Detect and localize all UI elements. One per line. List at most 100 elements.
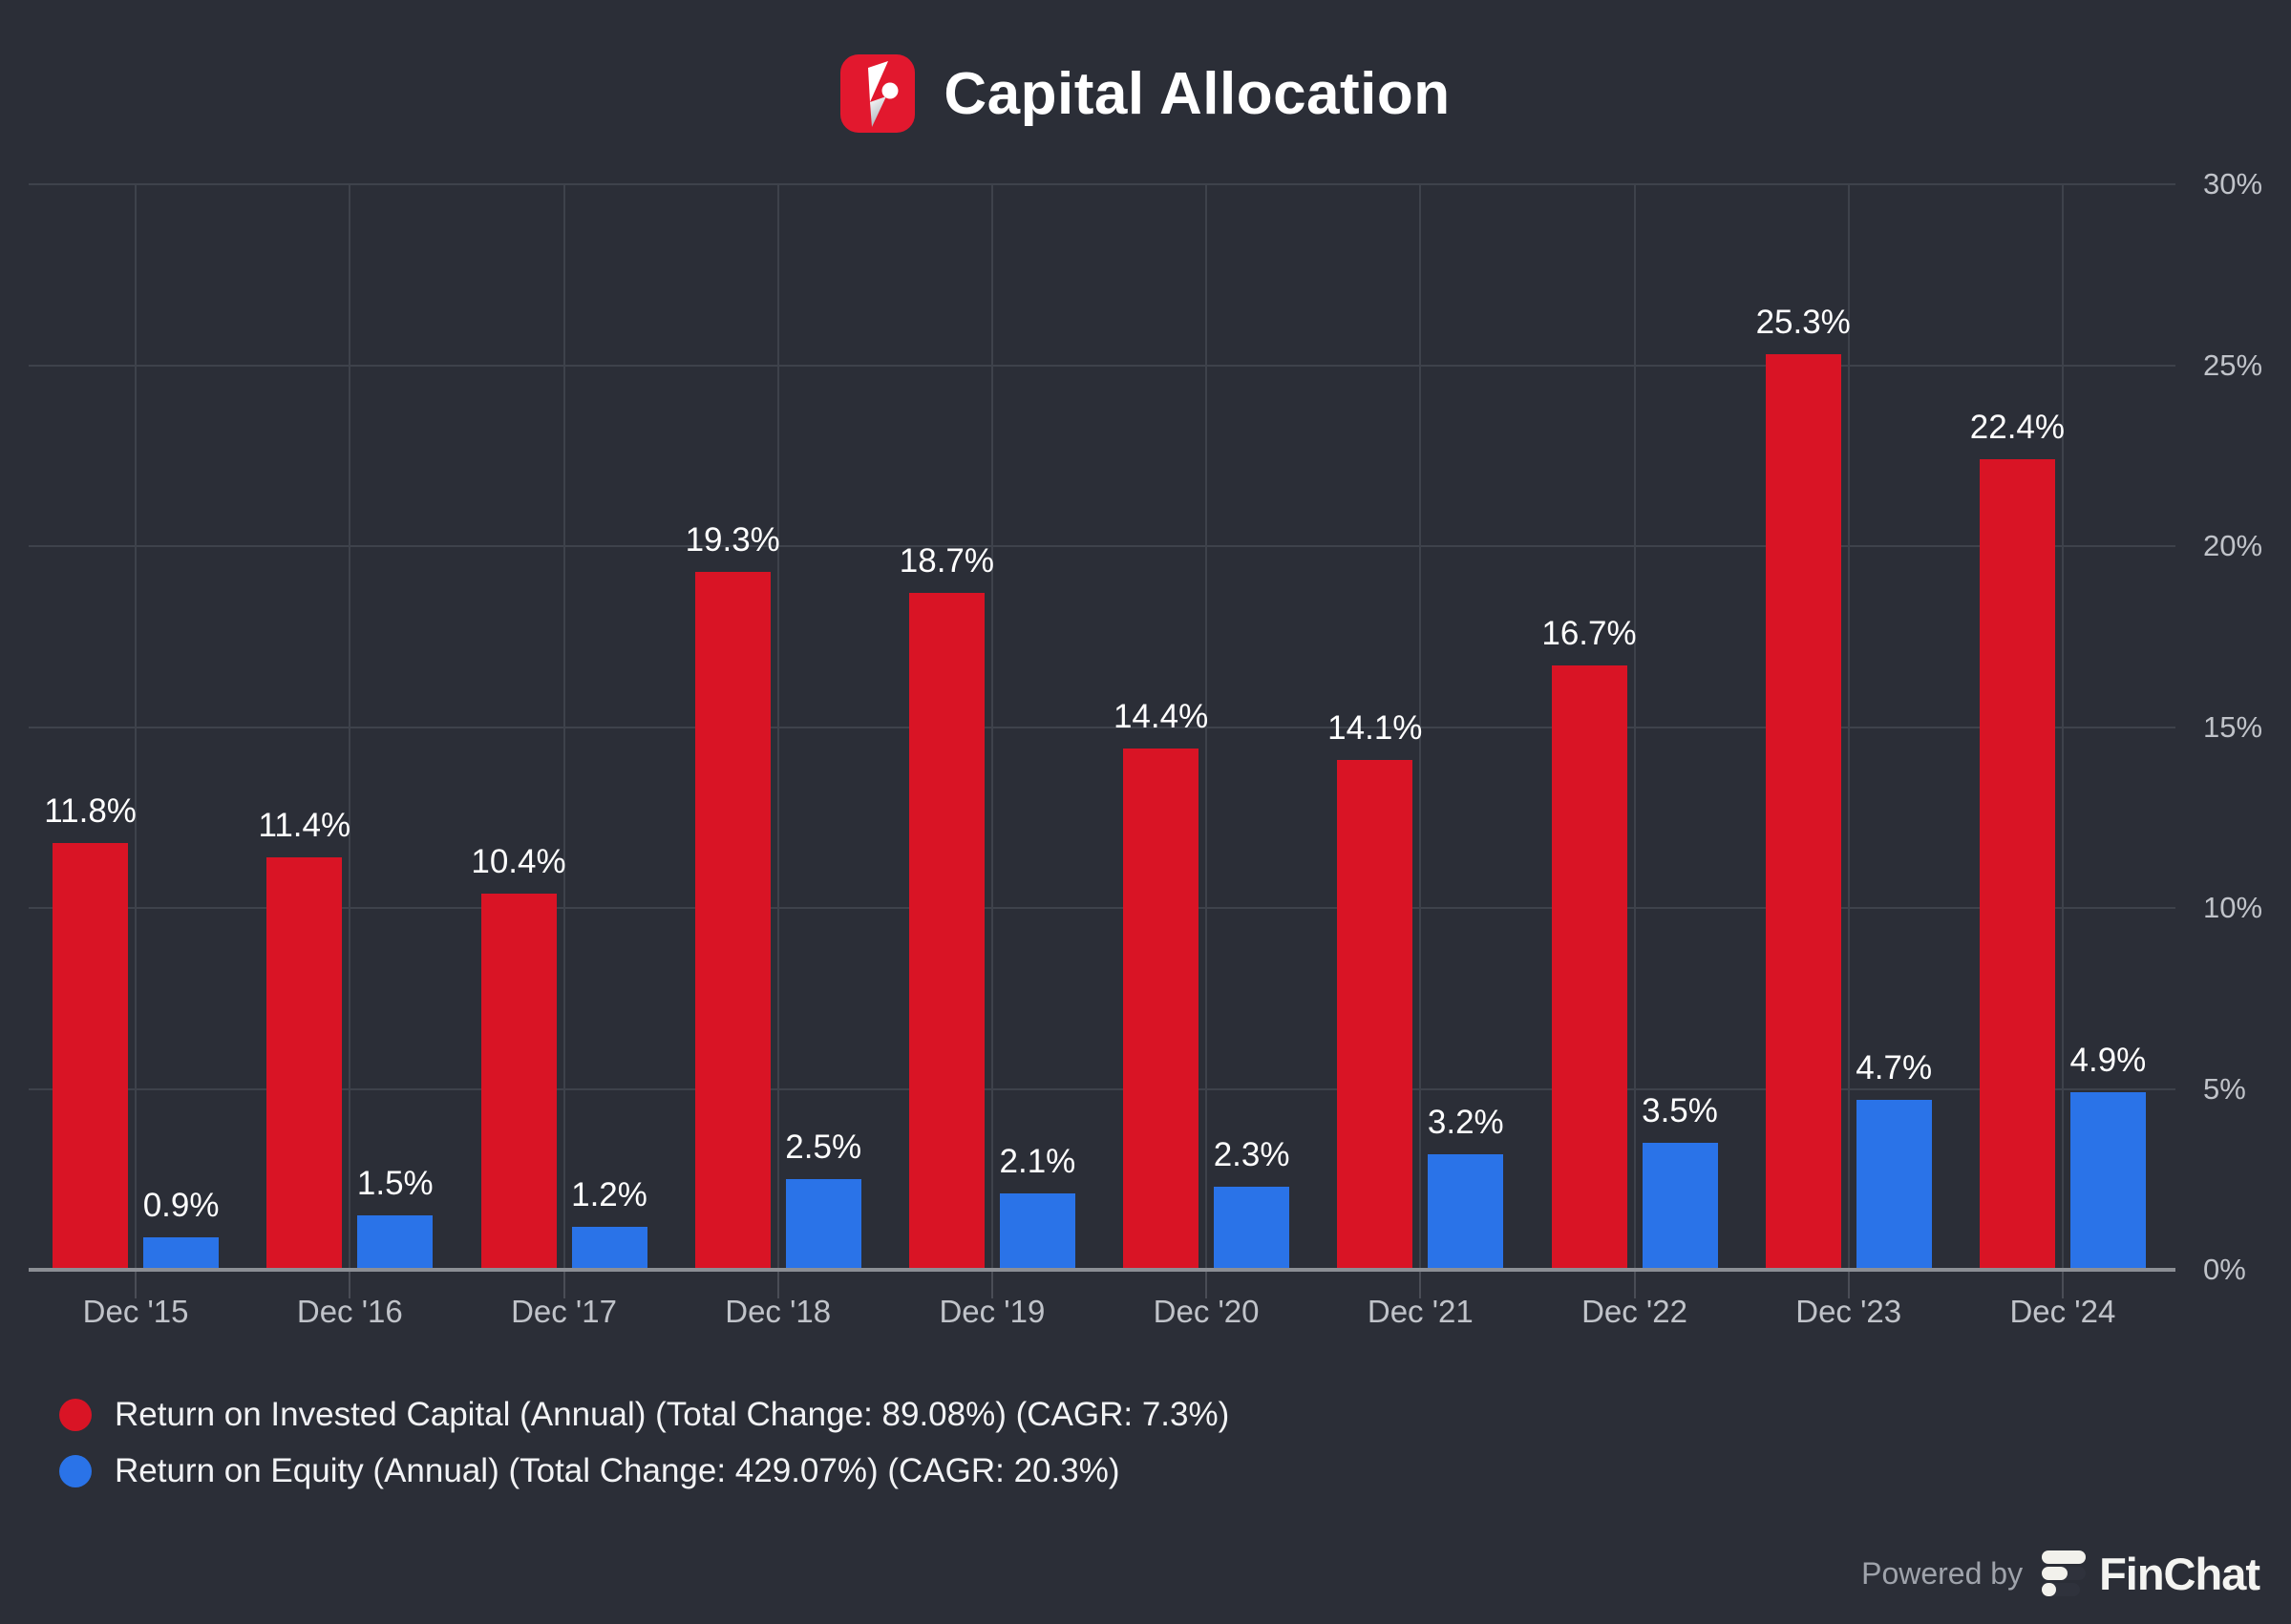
horizontal-gridline <box>29 364 2175 367</box>
vertical-gridline <box>349 184 351 1270</box>
bar-value-label: 1.5% <box>356 1165 434 1203</box>
y-axis-tick-label: 25% <box>2203 348 2263 382</box>
x-axis-tick <box>2061 1272 2064 1298</box>
roic-bar[interactable] <box>1765 354 1841 1270</box>
y-axis-tick-label: 15% <box>2203 709 2263 744</box>
x-axis-tick <box>990 1272 993 1298</box>
bar-value-label: 14.1% <box>1327 708 1423 747</box>
x-axis-tick-label: Dec '15 <box>82 1294 189 1329</box>
app-logo-icon <box>840 54 916 133</box>
vertical-gridline <box>990 184 993 1270</box>
x-axis-tick <box>1847 1272 1850 1298</box>
vertical-gridline <box>1419 184 1422 1270</box>
legend-item-label: Return on Invested Capital (Annual) (Tot… <box>115 1396 1230 1433</box>
x-axis-tick-label: Dec '22 <box>1581 1294 1687 1329</box>
bar-value-label: 10.4% <box>471 842 566 880</box>
x-axis-tick-label: Dec '17 <box>511 1294 617 1329</box>
bar-value-label: 25.3% <box>1755 304 1851 342</box>
vertical-gridline <box>776 184 779 1270</box>
legend-item-label: Return on Equity (Annual) (Total Change:… <box>115 1452 1120 1489</box>
x-axis-tick-label: Dec '24 <box>2009 1294 2116 1329</box>
x-axis-tick <box>1205 1272 1208 1298</box>
legend-item-roic[interactable]: Return on Invested Capital (Annual) (Tot… <box>59 1396 1229 1434</box>
x-axis-tick <box>1633 1272 1636 1298</box>
page-title: Capital Allocation <box>944 60 1451 127</box>
legend-color-dot-icon <box>59 1455 92 1487</box>
roe-bar[interactable] <box>2069 1092 2146 1270</box>
roe-bar[interactable] <box>357 1215 434 1270</box>
y-axis-tick-label: 5% <box>2203 1071 2246 1106</box>
bar-value-label: 3.2% <box>1427 1103 1504 1141</box>
chart-legend: Return on Invested Capital (Annual) (Tot… <box>59 1396 1229 1508</box>
legend-item-roe[interactable]: Return on Equity (Annual) (Total Change:… <box>59 1452 1229 1490</box>
x-axis-tick-label: Dec '20 <box>1153 1294 1260 1329</box>
bar-value-label: 16.7% <box>1541 615 1637 653</box>
roic-bar[interactable] <box>1551 665 1627 1270</box>
bar-value-label: 2.1% <box>999 1143 1076 1181</box>
bar-value-label: 14.4% <box>1113 698 1209 736</box>
roic-bar[interactable] <box>266 856 343 1270</box>
vertical-gridline <box>1847 184 1850 1270</box>
x-axis-tick-label: Dec '18 <box>725 1294 832 1329</box>
roic-bar[interactable] <box>908 593 985 1270</box>
roic-bar[interactable] <box>1979 459 2055 1270</box>
title-row: Capital Allocation <box>0 52 2291 136</box>
powered-by-finchat-link[interactable]: Powered by FinChat <box>1861 1547 2260 1600</box>
x-axis-tick-label: Dec '16 <box>296 1294 403 1329</box>
vertical-gridline <box>1205 184 1208 1270</box>
bar-value-label: 19.3% <box>685 520 780 559</box>
y-axis-tick-label: 10% <box>2203 891 2263 924</box>
finchat-logo-icon <box>2042 1550 2087 1596</box>
vertical-gridline <box>1633 184 1636 1270</box>
roic-bar[interactable] <box>694 571 771 1270</box>
horizontal-gridline <box>29 907 2175 909</box>
legend-color-dot-icon <box>59 1399 92 1431</box>
x-axis-tick-label: Dec '21 <box>1367 1294 1474 1329</box>
roe-bar[interactable] <box>143 1236 220 1270</box>
vertical-gridline <box>2061 184 2064 1270</box>
roic-bar[interactable] <box>480 893 557 1270</box>
roic-bar[interactable] <box>53 842 129 1270</box>
y-axis-tick-label: 30% <box>2203 167 2263 200</box>
bar-value-label: 2.3% <box>1213 1135 1290 1173</box>
bar-value-label: 4.7% <box>1856 1048 1933 1086</box>
roe-bar[interactable] <box>785 1179 861 1270</box>
roic-bar[interactable] <box>1337 759 1413 1270</box>
bar-value-label: 0.9% <box>142 1186 220 1224</box>
roe-bar[interactable] <box>571 1226 647 1270</box>
horizontal-gridline <box>29 545 2175 547</box>
bar-value-label: 11.4% <box>258 806 351 844</box>
roe-bar[interactable] <box>1856 1099 1932 1270</box>
bar-value-label: 18.7% <box>899 542 995 580</box>
roic-bar[interactable] <box>1123 749 1199 1270</box>
horizontal-gridline <box>29 726 2175 728</box>
bar-value-label: 22.4% <box>1969 409 2066 447</box>
x-axis-tick <box>135 1272 138 1298</box>
bar-value-label: 1.2% <box>571 1175 647 1213</box>
bar-value-label: 3.5% <box>1642 1092 1718 1130</box>
powered-by-label: Powered by <box>1861 1555 2024 1591</box>
bar-value-label: 11.8% <box>44 791 137 830</box>
roe-bar[interactable] <box>1642 1143 1718 1270</box>
y-axis-tick-label: 0% <box>2203 1253 2246 1286</box>
horizontal-gridline <box>29 1087 2175 1090</box>
roe-bar[interactable] <box>999 1193 1075 1270</box>
roe-bar[interactable] <box>1214 1186 1290 1270</box>
vertical-gridline <box>135 184 138 1270</box>
y-axis-tick-label: 20% <box>2203 529 2263 562</box>
horizontal-gridline <box>29 183 2175 185</box>
roe-bar[interactable] <box>1428 1153 1504 1270</box>
x-axis-tick <box>562 1272 565 1298</box>
bar-value-label: 4.9% <box>2069 1042 2147 1080</box>
finchat-wordmark: FinChat <box>2099 1548 2260 1599</box>
x-axis-line <box>29 1268 2175 1272</box>
x-axis-tick <box>1419 1272 1422 1298</box>
x-axis-tick-label: Dec '19 <box>939 1294 1046 1329</box>
x-axis-tick <box>776 1272 779 1298</box>
bar-value-label: 2.5% <box>785 1128 862 1167</box>
x-axis-tick <box>349 1272 351 1298</box>
x-axis-tick-label: Dec '23 <box>1795 1294 1902 1329</box>
vertical-gridline <box>562 184 565 1270</box>
